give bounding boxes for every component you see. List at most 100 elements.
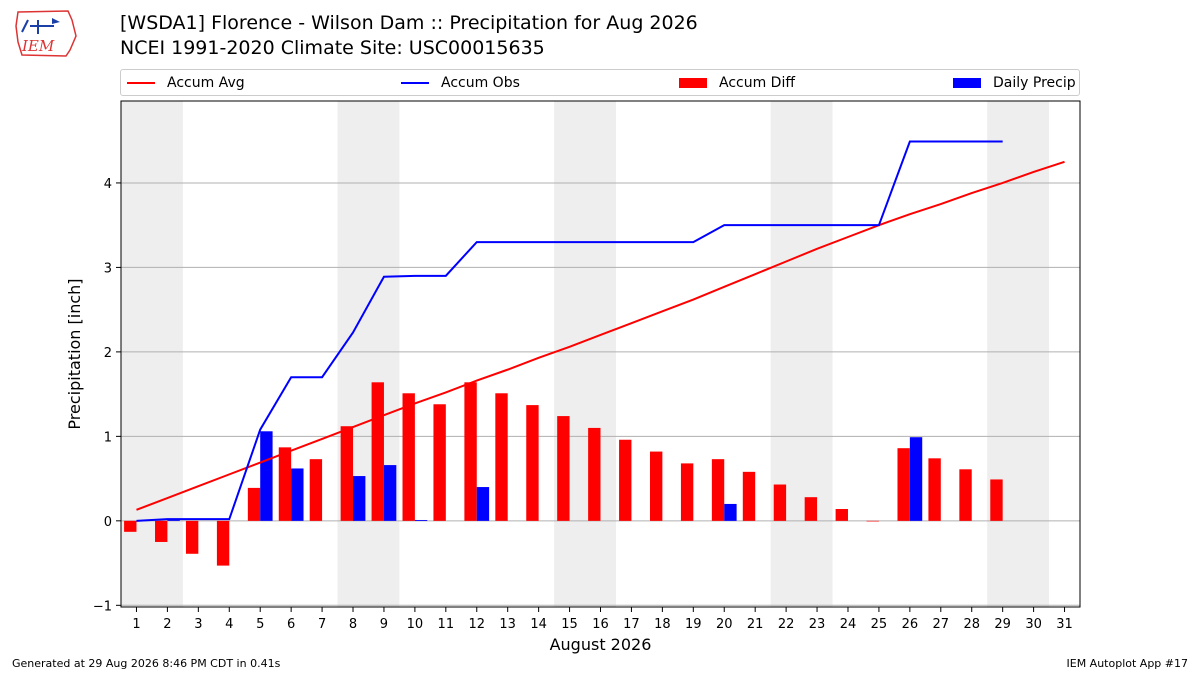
- y-axis-label: Precipitation [inch]: [65, 278, 84, 429]
- chart-title: [WSDA1] Florence - Wilson Dam :: Precipi…: [120, 12, 698, 34]
- accum-obs-line: [136, 140, 1003, 522]
- legend-item-accum-obs: Accum Obs: [401, 74, 520, 92]
- x-tick-label: 13: [499, 617, 516, 632]
- accum-diff-bar: [742, 471, 756, 521]
- accum-diff-bar: [680, 463, 694, 521]
- iem-logo-text: IEM: [21, 37, 55, 55]
- y-tick-label: 4: [104, 177, 112, 192]
- x-tick-label: 14: [530, 617, 547, 632]
- accum-diff-bar: [278, 447, 292, 521]
- x-tick-label: 19: [685, 617, 702, 632]
- legend-label-accum-diff: Accum Diff: [719, 75, 796, 91]
- x-axis-label: August 2026: [550, 635, 652, 654]
- y-tick-label: 3: [104, 261, 112, 276]
- daily-precip-bar: [476, 487, 490, 521]
- accum-diff-bar: [649, 451, 663, 521]
- accum-diff-bar: [247, 487, 261, 521]
- accum-diff-bar: [185, 520, 199, 554]
- accum-diff-bar: [773, 484, 787, 521]
- accum-diff-bar: [402, 393, 415, 521]
- y-tick-label: 1: [104, 430, 112, 445]
- chart-legend: Accum Avg Accum Obs Accum Diff Daily Pre…: [120, 69, 1080, 96]
- accum-diff-bar: [464, 382, 477, 521]
- daily-precip-bar: [353, 476, 366, 521]
- x-tick-label: 2: [163, 617, 171, 632]
- x-tick-label: 7: [318, 617, 326, 632]
- x-tick-label: 8: [349, 617, 357, 632]
- x-tick-label: 20: [716, 617, 733, 632]
- legend-item-accum-diff: Accum Diff: [679, 74, 795, 92]
- chart-subtitle: NCEI 1991-2020 Climate Site: USC00015635: [120, 37, 545, 59]
- accum-diff-bar: [990, 479, 1003, 521]
- y-tick-label: 2: [104, 346, 112, 361]
- accum-diff-bar: [309, 459, 323, 521]
- legend-swatch-accum-diff: [679, 78, 707, 88]
- iem-logo: IEM: [8, 6, 80, 60]
- x-tick-label: 1: [132, 617, 140, 632]
- x-tick-label: 4: [225, 617, 233, 632]
- daily-precip-bar: [383, 465, 397, 521]
- footer-generated: Generated at 29 Aug 2026 8:46 PM CDT in …: [12, 657, 281, 670]
- x-tick-label: 27: [933, 617, 950, 632]
- legend-swatch-accum-avg: [127, 82, 155, 84]
- x-tick-label: 24: [840, 617, 857, 632]
- x-tick-label: 6: [287, 617, 295, 632]
- accum-diff-bar: [897, 448, 910, 521]
- footer-app: IEM Autoplot App #17: [1066, 657, 1189, 670]
- accum-diff-bar: [216, 520, 230, 566]
- x-tick-label: 3: [194, 617, 202, 632]
- accum-diff-bar: [835, 509, 848, 521]
- x-tick-label: 28: [963, 617, 980, 632]
- accum-diff-bar: [495, 393, 508, 521]
- weekend-shade: [337, 101, 400, 607]
- x-tick-label: 11: [438, 617, 455, 632]
- daily-precip-bar: [724, 503, 737, 521]
- x-tick-label: 25: [871, 617, 888, 632]
- legend-swatch-accum-obs: [401, 82, 429, 84]
- daily-precip-bar: [260, 431, 273, 521]
- accum-avg-line: [136, 160, 1065, 511]
- x-tick-label: 21: [747, 617, 764, 632]
- legend-swatch-daily-precip: [953, 78, 981, 88]
- x-tick-label: 31: [1056, 617, 1073, 632]
- accum-diff-bar: [619, 439, 632, 521]
- daily-precip-bar: [909, 437, 923, 521]
- x-tick-label: 16: [592, 617, 609, 632]
- x-tick-label: 29: [994, 617, 1011, 632]
- x-tick-label: 30: [1025, 617, 1042, 632]
- x-tick-label: 26: [902, 617, 919, 632]
- accum-diff-bar: [124, 520, 137, 532]
- accum-diff-bar: [526, 405, 539, 521]
- accum-diff-bar: [155, 520, 168, 542]
- accum-diff-bar: [557, 416, 570, 521]
- legend-label-accum-avg: Accum Avg: [167, 75, 245, 91]
- legend-label-accum-obs: Accum Obs: [441, 75, 520, 91]
- legend-label-daily-precip: Daily Precip: [993, 75, 1076, 91]
- x-tick-label: 18: [654, 617, 671, 632]
- accum-diff-bar: [433, 404, 446, 521]
- x-tick-label: 10: [407, 617, 424, 632]
- x-tick-label: 17: [623, 617, 640, 632]
- accum-diff-bar: [804, 497, 818, 521]
- accum-diff-bar: [340, 426, 354, 521]
- x-tick-label: 22: [778, 617, 795, 632]
- accum-diff-bar: [866, 520, 879, 522]
- accum-diff-bar: [928, 458, 941, 521]
- x-tick-label: 15: [561, 617, 578, 632]
- weekend-shade: [554, 101, 616, 607]
- y-tick-label: 0: [104, 515, 112, 530]
- accum-diff-bar: [588, 427, 601, 521]
- daily-precip-bar: [414, 519, 428, 521]
- legend-item-daily-precip: Daily Precip: [953, 74, 1076, 92]
- daily-precip-bar: [291, 468, 304, 521]
- accum-diff-bar: [959, 469, 972, 521]
- y-tick-label: −1: [93, 599, 112, 614]
- weekend-shade: [770, 101, 833, 607]
- x-tick-label: 9: [380, 617, 388, 632]
- x-tick-label: 23: [809, 617, 826, 632]
- x-tick-label: 5: [256, 617, 264, 632]
- x-tick-label: 12: [468, 617, 485, 632]
- legend-item-accum-avg: Accum Avg: [127, 74, 245, 92]
- accum-diff-bar: [371, 382, 384, 521]
